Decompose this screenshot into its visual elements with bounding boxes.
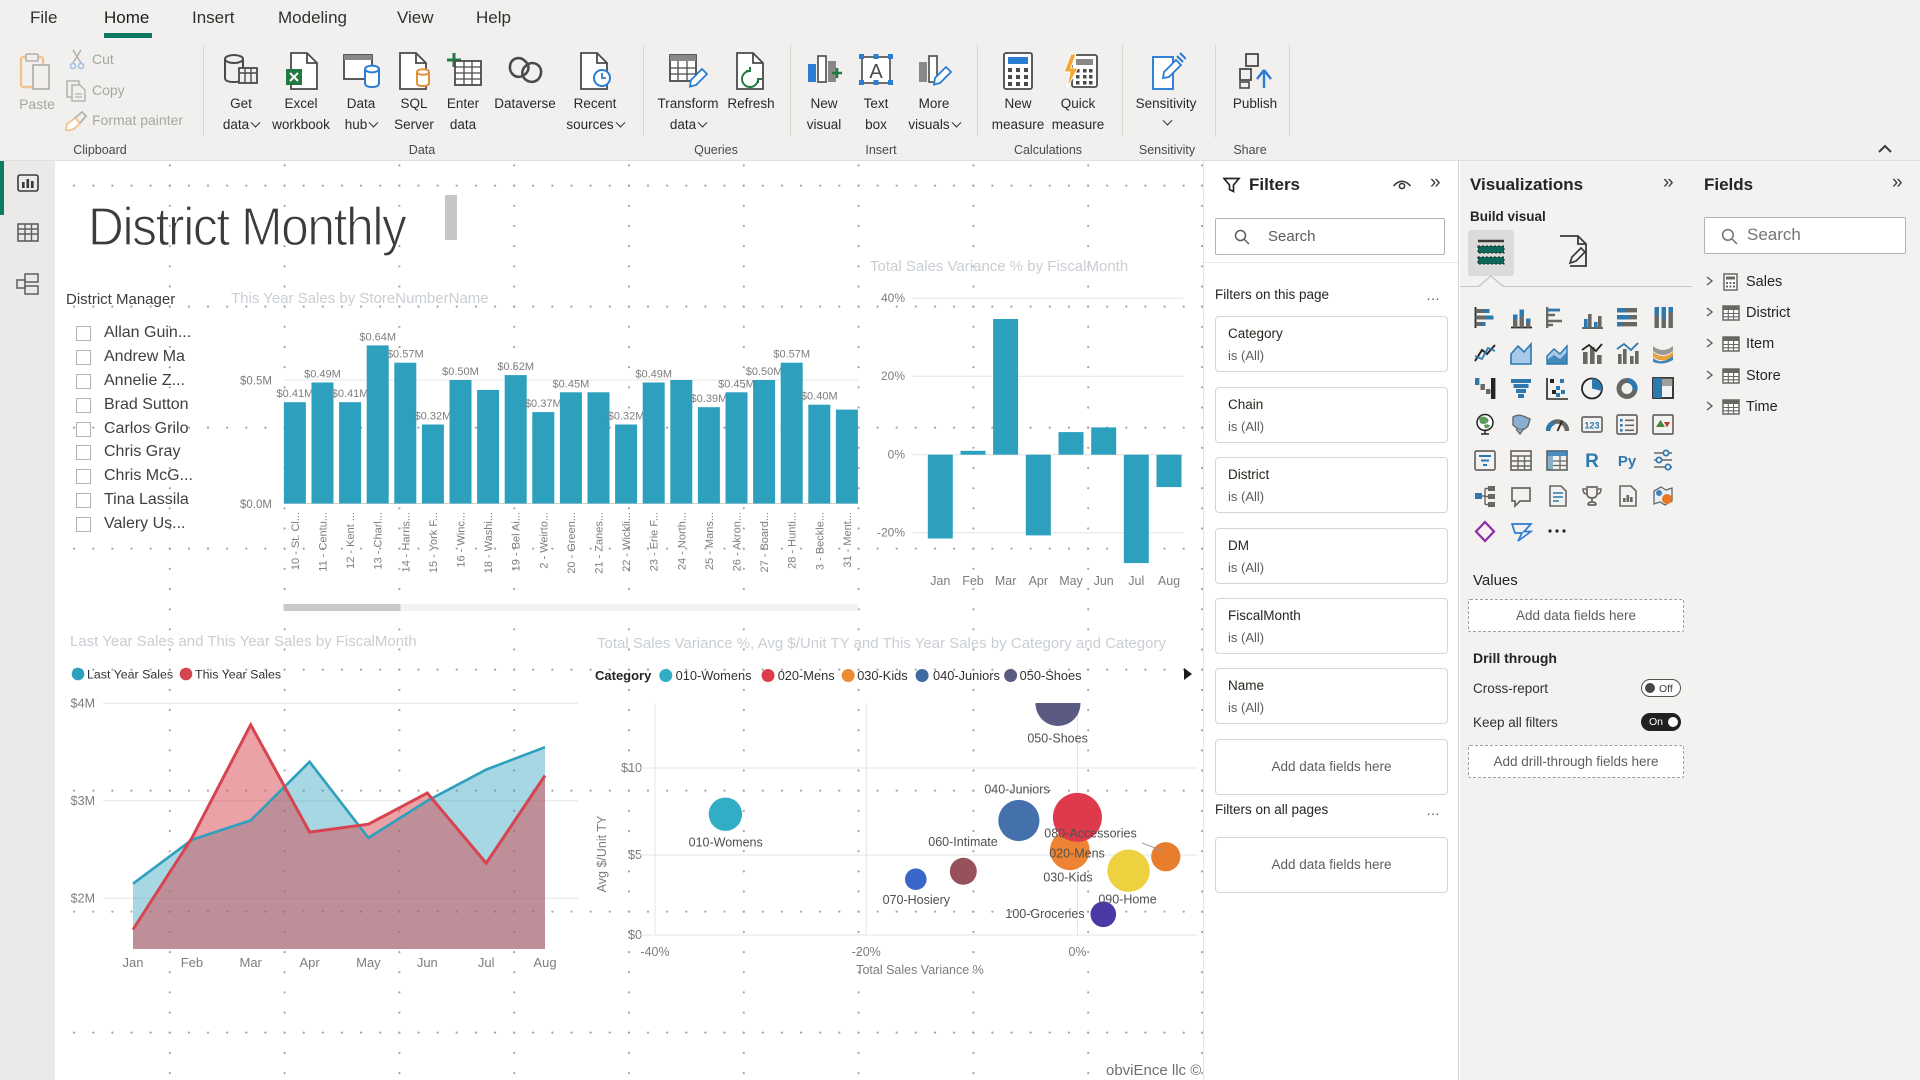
svg-text:Total Sales Variance %, Avg $/: Total Sales Variance %, Avg $/Unit TY an… [597, 635, 1166, 652]
svg-text:14 - Harris...: 14 - Harris... [400, 512, 412, 573]
svg-text:Avg $/Unit TY: Avg $/Unit TY [595, 815, 609, 892]
svg-text:Py: Py [1618, 453, 1637, 470]
svg-text:$10: $10 [621, 761, 642, 775]
svg-text:Apr: Apr [299, 955, 320, 970]
svg-text:19 - Bel Ai...: 19 - Bel Ai... [511, 512, 523, 571]
svg-text:050-Shoes: 050-Shoes [1020, 668, 1082, 683]
svg-text:Last Year Sales: Last Year Sales [87, 668, 173, 682]
svg-text:$0.0M: $0.0M [240, 499, 272, 511]
svg-text:May: May [356, 955, 381, 970]
svg-text:12 - Kent ...: 12 - Kent ... [345, 512, 357, 569]
svg-text:Jul: Jul [478, 955, 495, 970]
svg-text:-40%: -40% [640, 945, 669, 959]
svg-text:Total Sales Variance %: Total Sales Variance % [856, 963, 984, 977]
svg-text:A: A [869, 61, 883, 83]
svg-text:060-Intimate: 060-Intimate [928, 835, 998, 849]
svg-text:$0.49M: $0.49M [304, 369, 341, 381]
svg-text:$3M: $3M [71, 794, 95, 808]
svg-text:040-Juniors: 040-Juniors [984, 782, 1049, 796]
svg-text:20%: 20% [881, 369, 905, 383]
svg-text:$0: $0 [628, 928, 642, 942]
svg-text:23 - Erie F...: 23 - Erie F... [649, 512, 661, 571]
svg-text:$0.52M: $0.52M [497, 361, 534, 373]
svg-text:030-Kids: 030-Kids [1043, 870, 1092, 884]
svg-text:050-Shoes: 050-Shoes [1027, 732, 1087, 746]
svg-text:Category: Category [595, 668, 652, 683]
svg-text:Mar: Mar [240, 955, 263, 970]
svg-text:22 - Wickli...: 22 - Wickli... [621, 512, 633, 572]
svg-text:$0.45M: $0.45M [718, 378, 755, 390]
svg-text:$0.64M: $0.64M [359, 331, 396, 343]
svg-text:26 - Akron...: 26 - Akron... [732, 512, 744, 571]
svg-text:31 - Ment...: 31 - Ment... [842, 512, 854, 568]
svg-text:15 - York F...: 15 - York F... [428, 512, 440, 573]
svg-text:This Year Sales by StoreNumber: This Year Sales by StoreNumberName [231, 290, 489, 307]
svg-text:$0.50M: $0.50M [442, 366, 479, 378]
svg-text:Last Year Sales and This Year: Last Year Sales and This Year Sales by F… [70, 633, 417, 650]
svg-text:11 - Centu...: 11 - Centu... [318, 512, 330, 572]
svg-text:10 - St. Cl...: 10 - St. Cl... [290, 512, 302, 570]
svg-text:$0.57M: $0.57M [773, 349, 810, 361]
svg-text:020-Mens: 020-Mens [1049, 846, 1105, 860]
svg-text:2 - Weirto...: 2 - Weirto... [538, 512, 550, 569]
svg-text:$0.45M: $0.45M [553, 378, 590, 390]
svg-text:25 - Mans...: 25 - Mans... [704, 512, 716, 570]
svg-text:$2M: $2M [71, 891, 95, 905]
svg-text:Aug: Aug [1158, 574, 1180, 588]
svg-text:Feb: Feb [962, 574, 984, 588]
svg-text:This Year Sales: This Year Sales [195, 668, 281, 682]
svg-text:40%: 40% [881, 291, 905, 305]
svg-text:$0.37M: $0.37M [525, 398, 562, 410]
svg-text:$0.40M: $0.40M [801, 391, 838, 403]
svg-text:13 - Charl...: 13 - Charl... [373, 512, 385, 569]
svg-text:3 - Beckle...: 3 - Beckle... [814, 512, 826, 570]
svg-text:$0.41M: $0.41M [332, 388, 369, 400]
svg-text:-20%: -20% [852, 945, 881, 959]
svg-text:$0.57M: $0.57M [387, 349, 424, 361]
svg-text:Jan: Jan [123, 955, 144, 970]
svg-text:0%: 0% [1068, 945, 1086, 959]
svg-text:Jul: Jul [1128, 574, 1144, 588]
svg-text:020-Mens: 020-Mens [778, 668, 835, 683]
svg-text:$4M: $4M [71, 696, 95, 710]
svg-text:Jun: Jun [1094, 574, 1114, 588]
svg-text:Apr: Apr [1029, 574, 1048, 588]
svg-text:28 - Hunti...: 28 - Hunti... [787, 512, 799, 569]
svg-text:080-Accessories: 080-Accessories [1044, 827, 1136, 841]
svg-text:R: R [1585, 451, 1599, 472]
svg-text:Aug: Aug [533, 955, 556, 970]
svg-text:Feb: Feb [181, 955, 203, 970]
svg-text:$0.32M: $0.32M [608, 411, 645, 423]
svg-text:18 - Washi...: 18 - Washi... [483, 512, 495, 573]
svg-text:21 - Zanes...: 21 - Zanes... [594, 512, 606, 574]
svg-text:24 - North...: 24 - North... [676, 512, 688, 570]
svg-text:010-Womens: 010-Womens [689, 836, 763, 850]
svg-text:Jan: Jan [930, 574, 950, 588]
svg-text:-20%: -20% [877, 526, 905, 540]
svg-text:0%: 0% [888, 448, 906, 462]
svg-text:Mar: Mar [995, 574, 1017, 588]
svg-text:May: May [1059, 574, 1083, 588]
svg-text:Total Sales Variance % by Fisc: Total Sales Variance % by FiscalMonth [870, 258, 1128, 275]
svg-text:27 - Board...: 27 - Board... [759, 512, 771, 573]
svg-text:20 - Green...: 20 - Green... [566, 512, 578, 574]
svg-text:$0.39M: $0.39M [691, 393, 728, 405]
svg-text:090-Home: 090-Home [1098, 893, 1156, 907]
svg-text:$0.5M: $0.5M [240, 376, 272, 388]
svg-text:Jun: Jun [417, 955, 438, 970]
svg-text:100-Groceries: 100-Groceries [1005, 907, 1084, 921]
svg-text:070-Hosiery: 070-Hosiery [883, 893, 951, 907]
svg-text:010-Womens: 010-Womens [676, 668, 752, 683]
svg-text:030-Kids: 030-Kids [857, 668, 908, 683]
svg-text:$0.41M: $0.41M [277, 388, 314, 400]
svg-text:$0.32M: $0.32M [415, 411, 452, 423]
svg-text:040-Juniors: 040-Juniors [933, 668, 1000, 683]
svg-text:$0.49M: $0.49M [635, 369, 672, 381]
svg-text:$5: $5 [628, 848, 642, 862]
svg-text:$0.50M: $0.50M [746, 366, 783, 378]
svg-text:16 - Winc...: 16 - Winc... [456, 512, 468, 568]
svg-text:123: 123 [1584, 421, 1599, 431]
